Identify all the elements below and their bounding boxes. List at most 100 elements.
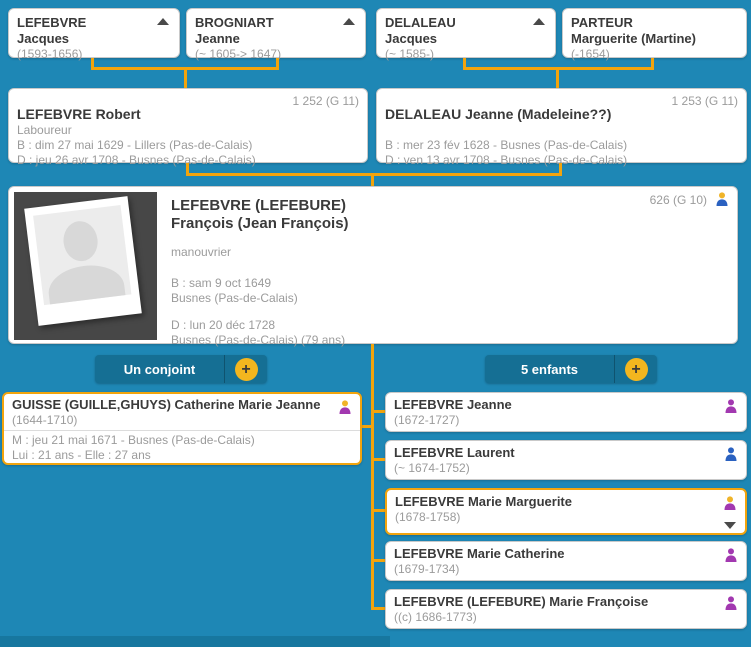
- plus-icon: +: [234, 357, 258, 381]
- silhouette-body: [45, 261, 128, 306]
- person-death: D : jeu 26 avr 1708 - Busnes (Pas-de-Cal…: [17, 153, 256, 167]
- person-dates: (~ 1605-> 1647): [195, 47, 282, 61]
- connector-line: [186, 173, 562, 176]
- collapse-up-icon[interactable]: [533, 18, 545, 25]
- connector-line: [374, 559, 385, 562]
- person-surname: DELALEAU: [385, 15, 456, 30]
- children-count-label[interactable]: 5 enfants: [520, 361, 579, 377]
- person-photo-placeholder[interactable]: [14, 192, 157, 340]
- connector-line: [276, 58, 279, 70]
- expand-down-icon[interactable]: [724, 522, 736, 529]
- spouse-count-label[interactable]: Un conjoint: [123, 361, 196, 377]
- person-dates: (~ 1674-1752): [394, 461, 470, 475]
- connector-line: [91, 67, 279, 70]
- connector-line: [463, 58, 466, 70]
- connector-line: [371, 344, 374, 610]
- divider: [4, 430, 360, 431]
- spouse-card-guisse-catherine[interactable]: GUISSE (GUILLE,GHUYS) Catherine Marie Je…: [2, 392, 362, 465]
- child-card-lefebvre-laurent[interactable]: LEFEBVRE Laurent (~ 1674-1752): [385, 440, 747, 480]
- connector-line: [91, 58, 94, 70]
- person-surname: LEFEBVRE (LEFEBURE): [171, 197, 347, 214]
- connector-line: [556, 70, 559, 88]
- grandparent-card-parteur-marguerite[interactable]: PARTEUR Marguerite (Martine) (-1654): [562, 8, 747, 61]
- person-dates: (-1654): [571, 47, 610, 61]
- silhouette-head: [61, 219, 100, 263]
- male-person-icon: [715, 192, 729, 206]
- person-name: LEFEBVRE (LEFEBURE) Marie Françoise: [394, 594, 649, 609]
- connector-line: [374, 509, 385, 512]
- spouse-section-button: Un conjoint +: [95, 355, 267, 383]
- connector-line: [374, 410, 385, 413]
- person-surname: LEFEBVRE: [17, 15, 87, 30]
- plus-icon: +: [624, 357, 648, 381]
- person-name: LEFEBVRE Robert: [17, 106, 141, 122]
- person-occupation: [385, 123, 738, 138]
- collapse-up-icon[interactable]: [343, 18, 355, 25]
- connector-line: [371, 176, 374, 186]
- child-card-lefebvre-jeanne[interactable]: LEFEBVRE Jeanne (1672-1727): [385, 392, 747, 432]
- connector-line: [362, 425, 371, 428]
- connector-line: [184, 70, 187, 88]
- person-given-name: Jacques: [385, 31, 438, 46]
- add-spouse-button[interactable]: +: [224, 355, 267, 383]
- person-dates: (1593-1656): [17, 47, 83, 61]
- person-dates: (1679-1734): [394, 562, 460, 576]
- person-given-name: Jeanne: [195, 31, 240, 46]
- children-section-button: 5 enfants +: [485, 355, 657, 383]
- person-death-date: D : lun 20 déc 1728: [171, 318, 276, 332]
- connector-line: [374, 607, 385, 610]
- child-card-lefebvre-marie-catherine[interactable]: LEFEBVRE Marie Catherine (1679-1734): [385, 541, 747, 581]
- person-dates: (1644-1710): [12, 413, 78, 427]
- person-given-name: Jacques: [17, 31, 70, 46]
- person-name: LEFEBVRE Marie Marguerite: [395, 494, 572, 509]
- person-dates: (1678-1758): [395, 510, 461, 524]
- person-name: LEFEBVRE Marie Catherine: [394, 546, 565, 561]
- marriage-info: M : jeu 21 mai 1671 - Busnes (Pas-de-Cal…: [12, 433, 255, 447]
- marriage-ages: Lui : 21 ans - Elle : 27 ans: [12, 448, 151, 462]
- child-card-lefebvre-marie-francoise[interactable]: LEFEBVRE (LEFEBURE) Marie Françoise ((c)…: [385, 589, 747, 629]
- person-death: D : ven 13 avr 1708 - Busnes (Pas-de-Cal…: [385, 153, 628, 167]
- person-occupation: manouvrier: [171, 245, 232, 259]
- female-person-icon: [724, 399, 738, 413]
- father-card-lefebvre-robert[interactable]: 1 252 (G 11) LEFEBVRE Robert Laboureur B…: [8, 88, 368, 167]
- grandparent-card-lefebvre-jacques[interactable]: LEFEBVRE Jacques (1593-1656): [8, 8, 180, 61]
- person-ref-number: 1 253 (G 11): [671, 94, 738, 108]
- person-name: LEFEBVRE Laurent: [394, 445, 515, 460]
- polaroid-frame: [24, 196, 142, 326]
- bottom-panel-edge: [0, 636, 390, 647]
- person-given-name: Marguerite (Martine): [571, 31, 696, 46]
- person-death-place: Busnes (Pas-de-Calais) (79 ans): [171, 333, 346, 347]
- person-birth-place: Busnes (Pas-de-Calais): [171, 291, 298, 305]
- person-surname: BROGNIART: [195, 15, 274, 30]
- person-silhouette: [33, 205, 132, 306]
- person-occupation: Laboureur: [17, 123, 72, 137]
- person-surname: PARTEUR: [571, 15, 633, 30]
- child-card-lefebvre-marie-marguerite[interactable]: LEFEBVRE Marie Marguerite (1678-1758): [385, 488, 747, 535]
- person-name: DELALEAU Jeanne (Madeleine??): [385, 106, 612, 122]
- person-name: GUISSE (GUILLE,GHUYS) Catherine Marie Je…: [12, 397, 321, 412]
- female-person-icon: [338, 400, 352, 414]
- connector-line: [186, 163, 189, 176]
- main-person-details: LEFEBVRE (LEFEBURE) François (Jean Franç…: [171, 197, 697, 348]
- connector-line: [651, 58, 654, 70]
- add-child-button[interactable]: +: [614, 355, 657, 383]
- person-name: LEFEBVRE Jeanne: [394, 397, 512, 412]
- person-birth: B : dim 27 mai 1629 - Lillers (Pas-de-Ca…: [17, 138, 253, 152]
- grandparent-card-brogniart-jeanne[interactable]: BROGNIART Jeanne (~ 1605-> 1647): [186, 8, 366, 61]
- person-birth: B : mer 23 fév 1628 - Busnes (Pas-de-Cal…: [385, 138, 628, 152]
- main-person-card[interactable]: 626 (G 10) LEFEBVRE (LEFEBURE) François …: [8, 186, 738, 347]
- connector-line: [559, 163, 562, 176]
- mother-card-delaleau-jeanne[interactable]: 1 253 (G 11) DELALEAU Jeanne (Madeleine?…: [376, 88, 747, 167]
- connector-line: [374, 458, 385, 461]
- person-ref-number: 1 252 (G 11): [292, 94, 359, 108]
- female-person-icon: [724, 596, 738, 610]
- person-dates: (~ 1585-): [385, 47, 435, 61]
- grandparent-card-delaleau-jacques[interactable]: DELALEAU Jacques (~ 1585-): [376, 8, 556, 61]
- collapse-up-icon[interactable]: [157, 18, 169, 25]
- person-dates: ((c) 1686-1773): [394, 610, 477, 624]
- connector-line: [463, 67, 654, 70]
- person-dates: (1672-1727): [394, 413, 460, 427]
- female-person-icon: [724, 548, 738, 562]
- person-birth-date: B : sam 9 oct 1649: [171, 276, 272, 290]
